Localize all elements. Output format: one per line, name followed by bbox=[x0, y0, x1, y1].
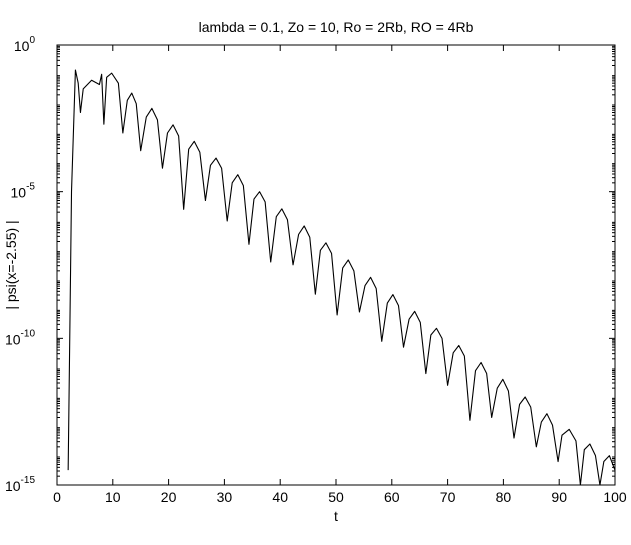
y-tick-label: 100 bbox=[14, 35, 36, 54]
x-tick-label: 60 bbox=[384, 489, 400, 505]
y-axis-label: | psi(x=-2.55) | bbox=[3, 220, 19, 309]
x-tick-label: 10 bbox=[105, 489, 121, 505]
y-tick-label: 10-15 bbox=[5, 475, 35, 494]
data-line bbox=[67, 69, 616, 486]
y-tick-base: 10 bbox=[5, 478, 21, 494]
y-tick-exponent: -5 bbox=[26, 182, 35, 193]
x-tick-label: 30 bbox=[217, 489, 233, 505]
x-tick-label: 100 bbox=[603, 489, 627, 505]
x-axis-label: t bbox=[334, 508, 338, 524]
y-tick-base: 10 bbox=[5, 331, 21, 347]
y-tick-exponent: -10 bbox=[21, 328, 36, 339]
x-tick-label: 80 bbox=[496, 489, 512, 505]
x-tick-label: 50 bbox=[328, 489, 344, 505]
x-tick-label: 70 bbox=[440, 489, 456, 505]
x-tick-label: 0 bbox=[53, 489, 61, 505]
y-tick-label: 10-5 bbox=[11, 182, 36, 201]
y-tick-base: 10 bbox=[11, 185, 27, 201]
y-tick-exponent: -15 bbox=[21, 475, 36, 486]
chart-title: lambda = 0.1, Zo = 10, Ro = 2Rb, RO = 4R… bbox=[199, 19, 474, 35]
x-tick-label: 20 bbox=[161, 489, 177, 505]
y-tick-exponent: 0 bbox=[29, 35, 35, 46]
x-tick-label: 90 bbox=[551, 489, 567, 505]
x-tick-label: 40 bbox=[272, 489, 288, 505]
y-tick-base: 10 bbox=[14, 38, 30, 54]
y-tick-label: 10-10 bbox=[5, 328, 35, 347]
